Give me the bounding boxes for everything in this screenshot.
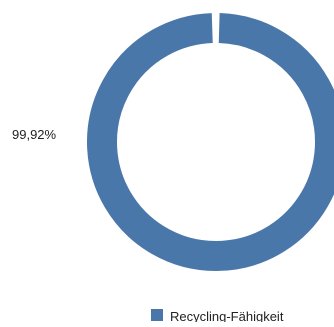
- donut-slices: [87, 13, 334, 271]
- slice-value-label: 99,92%: [12, 127, 57, 142]
- legend: Recycling-Fähigkeit: [151, 309, 284, 324]
- donut-slice-0: [87, 13, 334, 271]
- legend-swatch: [151, 309, 163, 321]
- legend-label: Recycling-Fähigkeit: [170, 309, 284, 322]
